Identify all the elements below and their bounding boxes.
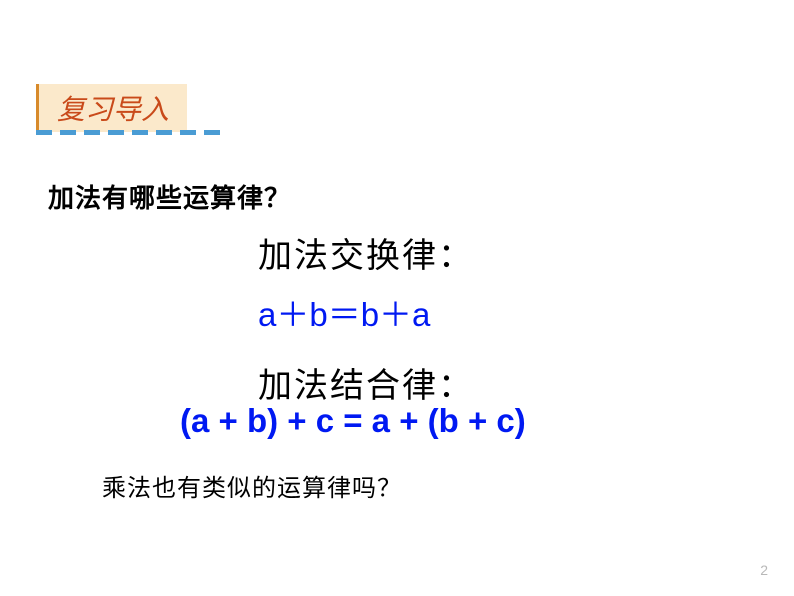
question-addition-laws: 加法有哪些运算律？ [48, 178, 291, 215]
dash-segment [60, 130, 76, 135]
dash-segment [84, 130, 100, 135]
dash-segment [156, 130, 172, 135]
review-badge-text: 复习导入 [57, 95, 169, 126]
question-multiplication: 乘法也有类似的运算律吗？ [102, 468, 402, 503]
dash-underline [36, 130, 220, 135]
dash-segment [204, 130, 220, 135]
associative-law-title: 加法结合律： [258, 358, 474, 407]
review-badge: 复习导入 [36, 84, 187, 132]
dash-segment [36, 130, 52, 135]
associative-law-formula: (a + b) + c = a + (b + c) [180, 402, 526, 440]
commutative-law-formula: a＋b＝b＋a [258, 288, 430, 336]
commutative-law-title: 加法交换律： [258, 228, 474, 277]
dash-segment [180, 130, 196, 135]
dash-segment [132, 130, 148, 135]
dash-segment [108, 130, 124, 135]
page-number: 2 [760, 562, 768, 578]
